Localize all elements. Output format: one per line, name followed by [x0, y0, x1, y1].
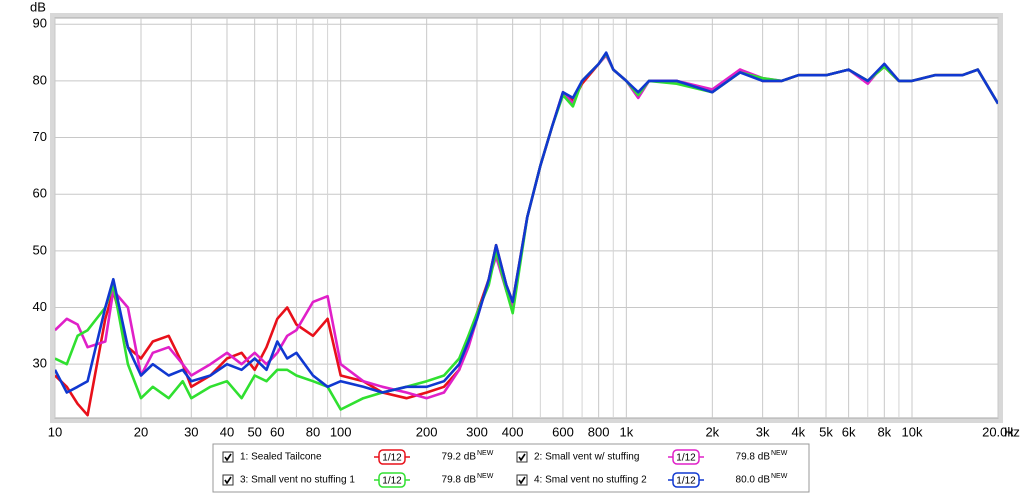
legend-name: 3: Small vent no stuffing 1: [240, 475, 355, 486]
checkmark: [518, 476, 526, 485]
legend-tag: NEW: [477, 473, 494, 480]
smoothing-icon[interactable]: [378, 449, 406, 465]
legend-name: 2: Small vent w/ stuffing: [534, 452, 639, 463]
legend-level: 79.2 dB: [442, 452, 477, 463]
y-tick-label: 80: [33, 72, 47, 87]
x-tick-label: 6k: [842, 424, 856, 439]
smoothing-label: 1/12: [676, 453, 696, 464]
smoothing-icon[interactable]: [672, 472, 700, 488]
legend-name: 1: Sealed Tailcone: [240, 452, 322, 463]
y-tick-label: 40: [33, 299, 47, 314]
y-axis-label: dB: [30, 0, 46, 14]
smoothing-icon[interactable]: [672, 449, 700, 465]
x-tick-label: 50: [247, 424, 261, 439]
legend-checkbox[interactable]: [222, 451, 234, 463]
smoothing-icon[interactable]: [378, 472, 406, 488]
legend-level: 79.8 dB: [736, 452, 771, 463]
checkmark: [224, 453, 232, 462]
checkmark: [518, 453, 526, 462]
smoothing-label: 1/12: [382, 453, 402, 464]
x-tick-label: 20: [134, 424, 148, 439]
legend: 1: Sealed Tailcone 1/12 79.2 dB NEW 2: Small…: [222, 449, 788, 488]
x-tick-label: 8k: [877, 424, 891, 439]
legend-level: 79.8 dB: [442, 475, 477, 486]
x-tick-label: 800: [588, 424, 610, 439]
x-tick-label: 2k: [705, 424, 719, 439]
y-tick-label: 30: [33, 356, 47, 371]
x-tick-label: 5k: [819, 424, 833, 439]
legend-tag: NEW: [771, 473, 788, 480]
x-tick-label: 10k: [902, 424, 923, 439]
legend-name: 4: Smal vent no stuffing 2: [534, 475, 647, 486]
legend-box: [212, 443, 810, 493]
x-tick-label: 200: [416, 424, 438, 439]
x-tick-label: 4k: [791, 424, 805, 439]
smoothing-label: 1/12: [382, 476, 402, 487]
legend-checkbox[interactable]: [516, 474, 528, 486]
x-tick-label: 30: [184, 424, 198, 439]
x-tick-label: 3k: [756, 424, 770, 439]
x-tick-label: 80: [306, 424, 320, 439]
y-tick-label: 70: [33, 129, 47, 144]
y-tick-label: 60: [33, 186, 47, 201]
legend-checkbox[interactable]: [222, 474, 234, 486]
x-tick-label: 10: [48, 424, 62, 439]
x-axis-label: Hz: [1004, 424, 1020, 439]
checkmark: [224, 476, 232, 485]
legend-tag: NEW: [477, 450, 494, 457]
x-tick-label: 60: [270, 424, 284, 439]
y-tick-label: 90: [33, 16, 47, 31]
x-tick-label: 600: [552, 424, 574, 439]
smoothing-label: 1/12: [676, 476, 696, 487]
legend-tag: NEW: [771, 450, 788, 457]
x-tick-label: 100: [330, 424, 352, 439]
x-tick-label: 400: [502, 424, 524, 439]
legend-checkbox[interactable]: [516, 451, 528, 463]
x-tick-label: 300: [466, 424, 488, 439]
y-tick-label: 50: [33, 242, 47, 257]
lines: [55, 51, 998, 417]
x-tick-label: 40: [220, 424, 234, 439]
series-line: [55, 51, 998, 394]
x-tick-label: 20.0k: [982, 424, 1014, 439]
x-tick-label: 1k: [619, 424, 633, 439]
legend-level: 80.0 dB: [736, 475, 771, 486]
